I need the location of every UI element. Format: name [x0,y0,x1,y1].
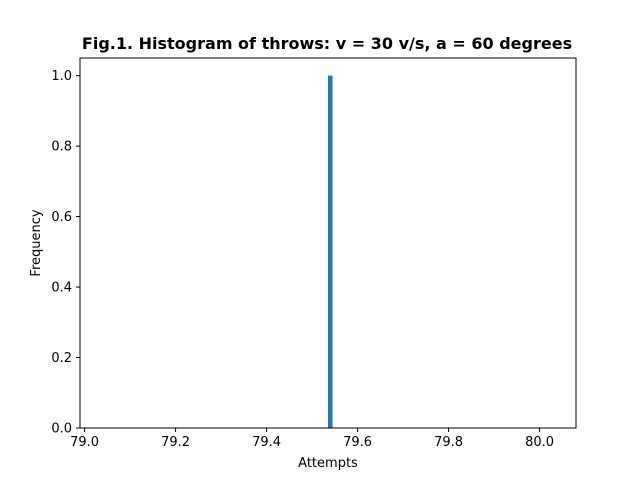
x-tick-label-1: 79.2 [161,435,190,450]
x-tick-label-3: 79.6 [343,435,372,450]
y-tick-label-5: 1.0 [51,69,72,84]
y-tick-label-4: 0.8 [51,140,72,155]
y-tick-label-2: 0.4 [51,281,72,296]
x-axis: 79.0 79.2 79.4 79.6 79.8 80.0 [70,428,554,450]
y-axis: 0.0 0.2 0.4 0.6 0.8 1.0 [51,69,80,437]
plot-frame [79,57,577,429]
y-tick-label-3: 0.6 [51,210,72,225]
y-axis-label: Frequency [29,209,44,276]
x-axis-label: Attempts [298,456,358,471]
x-tick-label-4: 79.8 [434,435,463,450]
x-tick-label-5: 80.0 [525,435,554,450]
histogram-bar-0 [328,75,333,428]
x-tick-label-2: 79.4 [252,435,281,450]
x-tick-label-0: 79.0 [70,435,99,450]
y-tick-label-0: 0.0 [51,422,72,437]
chart-title: Fig.1. Histogram of throws: v = 30 v/s, … [82,34,572,53]
bars-layer [328,75,333,428]
y-tick-label-1: 0.2 [51,351,72,366]
